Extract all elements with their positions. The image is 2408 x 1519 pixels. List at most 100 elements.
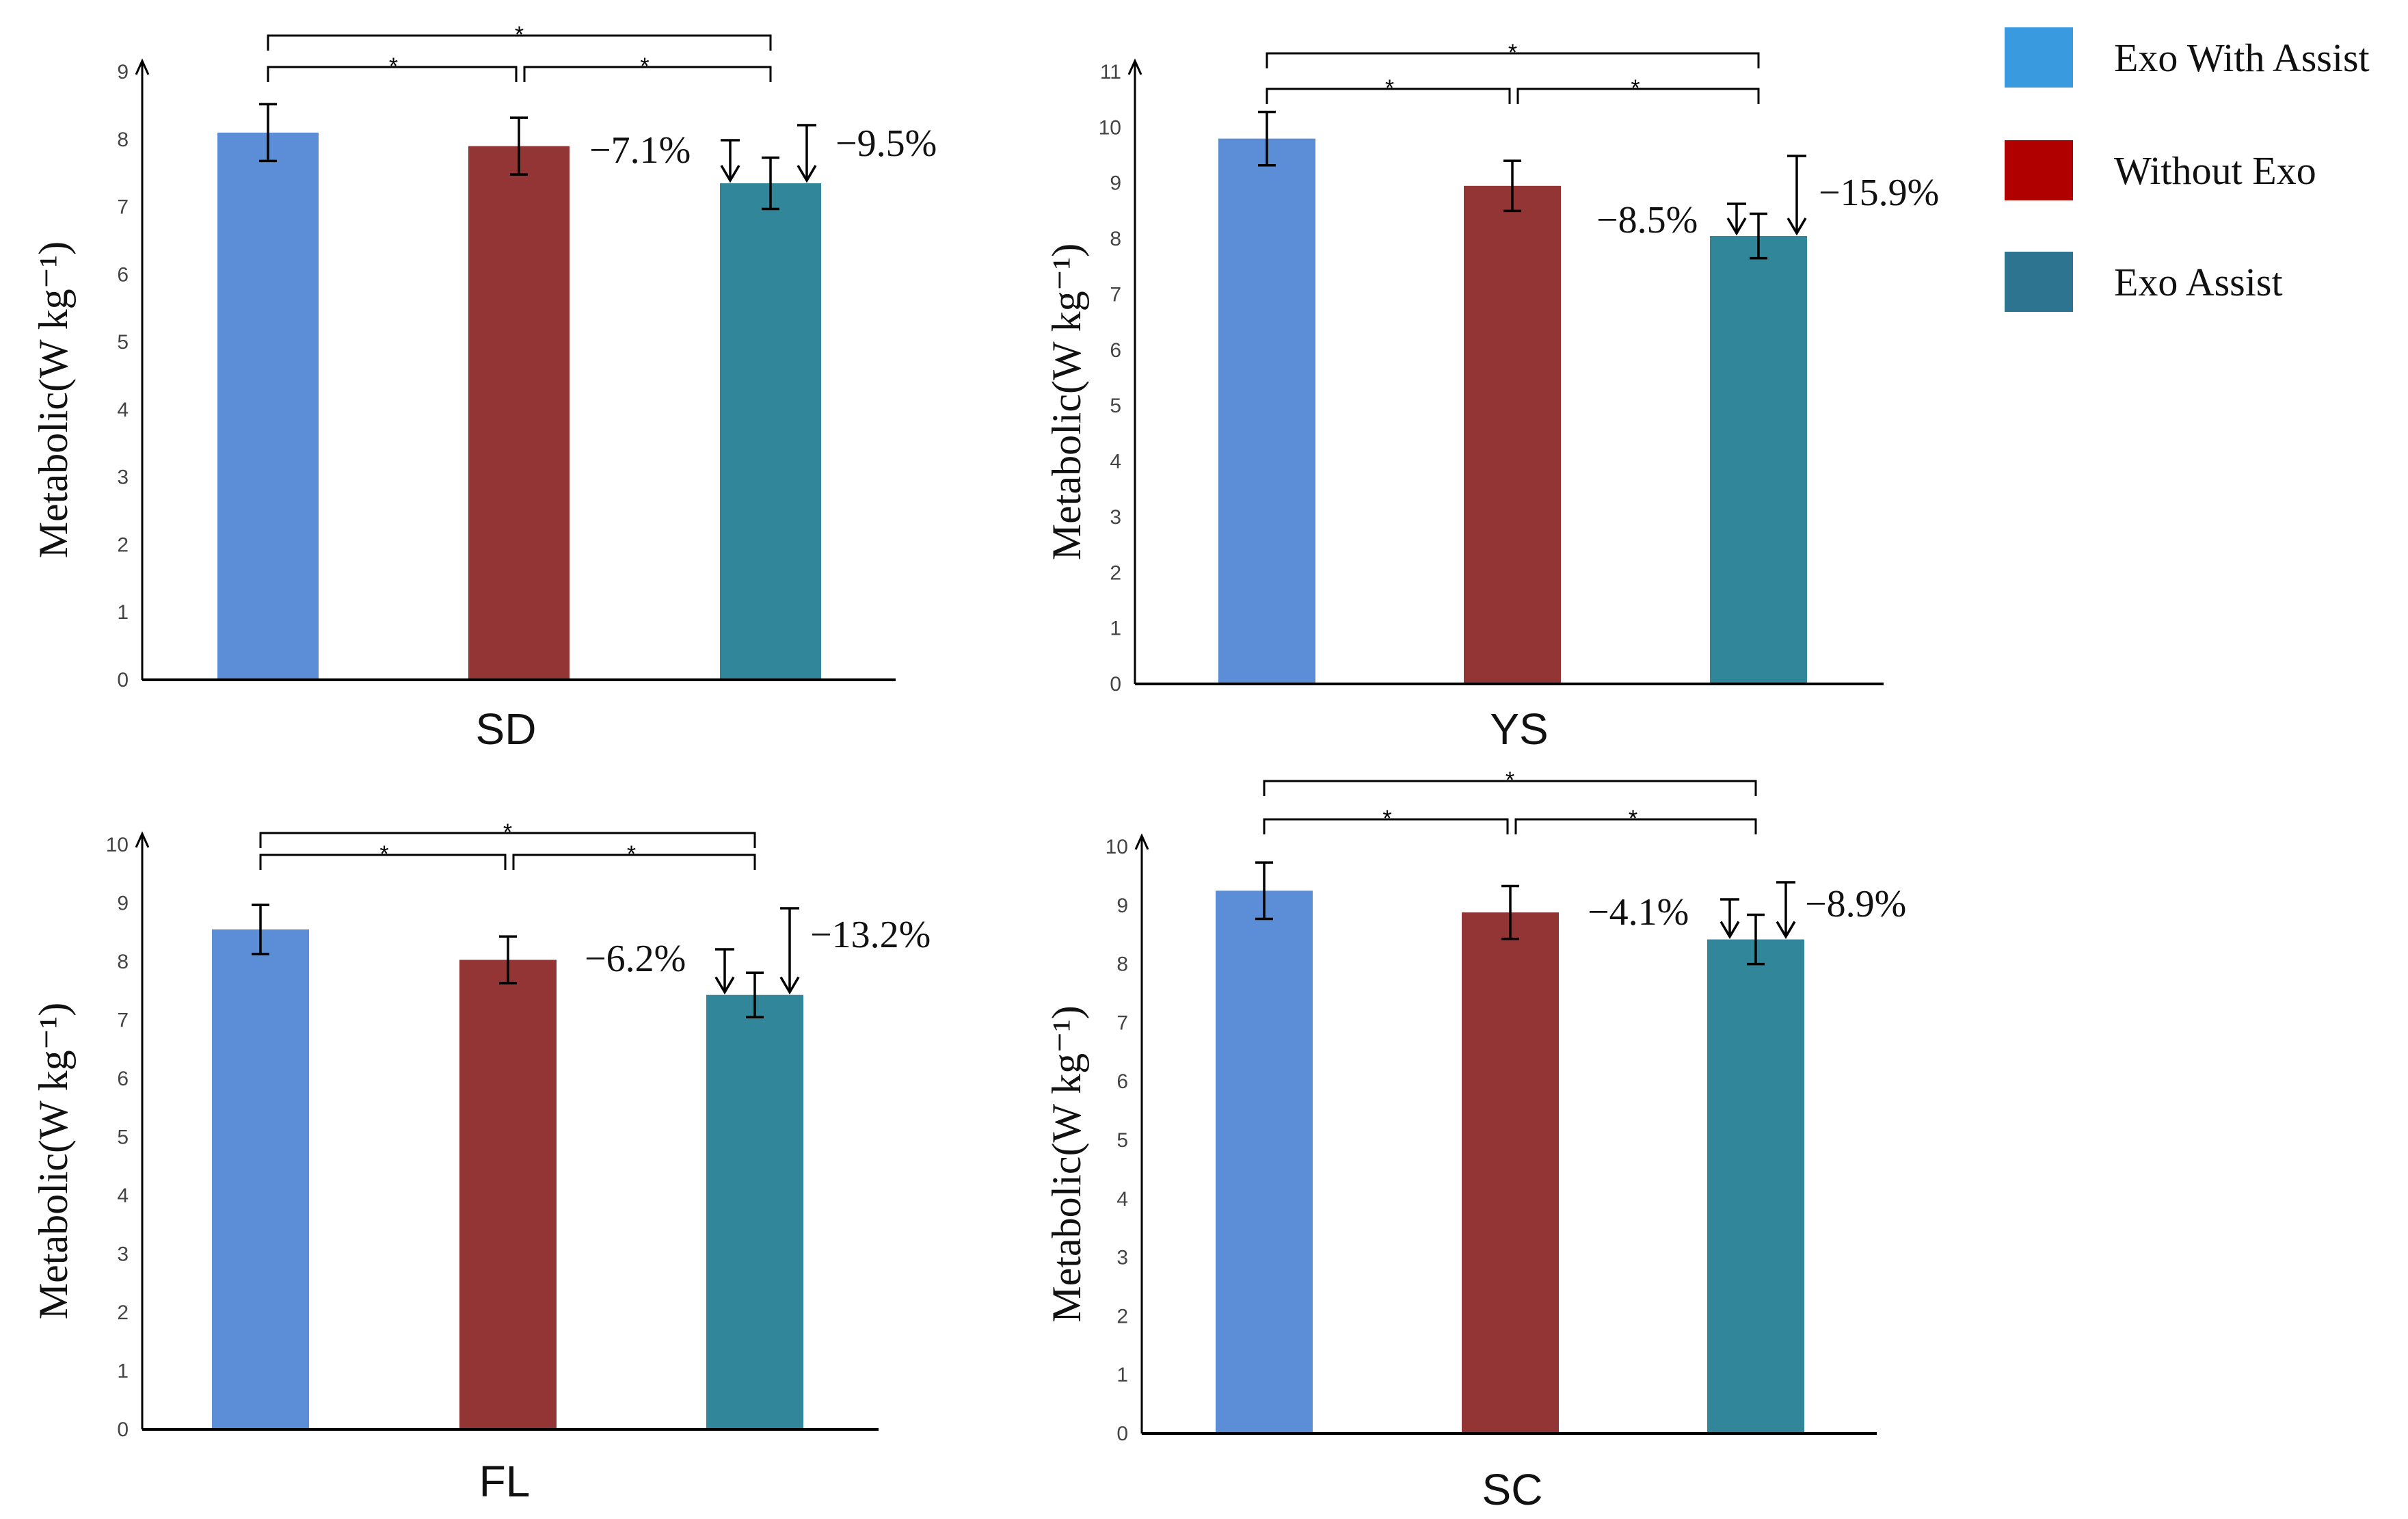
significance-star: * <box>640 53 649 79</box>
significance-star: * <box>1385 75 1394 101</box>
reduction-arrow <box>797 124 817 183</box>
reduction-arrow <box>779 907 800 995</box>
legend: Exo With Assist Without Exo Exo Assist <box>2005 27 2370 312</box>
y-tick-label: 1 <box>117 601 129 624</box>
y-tick-label: 5 <box>1116 1129 1128 1152</box>
y-tick-label: 9 <box>117 893 129 915</box>
y-tick-label: 10 <box>1099 116 1121 139</box>
legend-label: Exo Assist <box>2114 260 2283 304</box>
legend-swatch <box>2005 252 2073 312</box>
y-tick-label: 3 <box>117 466 129 489</box>
reduction-label: −15.9% <box>1819 172 1939 214</box>
y-tick-label: 7 <box>117 1009 129 1032</box>
y-tick-label: 7 <box>1116 1012 1128 1034</box>
reduction-arrow <box>1776 881 1796 939</box>
bar-exo-assist <box>706 994 803 1429</box>
bar-exo-assist <box>720 183 821 680</box>
bar-without-exo <box>459 960 557 1429</box>
y-tick-label: 9 <box>117 61 129 83</box>
reduction-label: −4.1% <box>1588 891 1689 934</box>
error-bar-exo-assist <box>762 156 779 211</box>
significance-star: * <box>1631 75 1640 101</box>
reduction-arrow <box>1726 202 1747 236</box>
y-tick-label: 6 <box>1116 1070 1128 1093</box>
y-tick-label: 6 <box>1110 339 1121 362</box>
y-tick-label: 8 <box>1110 228 1121 250</box>
y-tick-label: 3 <box>1110 506 1121 529</box>
bar-exo-assist <box>1710 236 1807 685</box>
y-tick-label: 8 <box>117 129 129 151</box>
y-tick-label: 4 <box>117 1185 129 1207</box>
y-axis-arrow <box>1127 58 1142 75</box>
significance-brackets <box>259 832 756 870</box>
y-tick-label: 1 <box>117 1360 129 1383</box>
reduction-label: −8.5% <box>1596 199 1698 241</box>
y-axis-label: Metabolic(W kg⁻¹) <box>31 241 76 558</box>
y-axis-arrow <box>135 58 150 75</box>
y-tick-label: 2 <box>1110 562 1121 584</box>
panel-label: SC <box>1482 1465 1543 1514</box>
y-tick-label: 6 <box>117 263 129 286</box>
y-tick-label: 6 <box>117 1068 129 1090</box>
reduction-label: −13.2% <box>810 914 931 956</box>
significance-star: * <box>1506 767 1514 793</box>
reduction-arrow <box>1787 155 1807 236</box>
panel-label: SD <box>476 704 537 754</box>
y-tick-label: 0 <box>117 1418 129 1441</box>
y-tick-label: 5 <box>117 1126 129 1149</box>
y-axis-arrow <box>1134 833 1149 850</box>
panel-label: YS <box>1490 704 1548 754</box>
y-tick-label: 8 <box>117 951 129 973</box>
y-tick-label: 5 <box>1110 395 1121 417</box>
significance-star: * <box>515 22 524 48</box>
y-tick-label: 7 <box>1110 283 1121 306</box>
significance-brackets <box>267 34 772 82</box>
y-tick-label: 9 <box>1110 172 1121 195</box>
panel-sc: 0 1 2 3 4 5 6 7 8 9 10 Metabolic(W kg⁻¹) SC * * * −4.1% −… <box>1044 767 1906 1514</box>
error-bar-exo-assist <box>1750 212 1767 260</box>
error-bar-without-exo <box>1503 159 1521 213</box>
error-bar-exo-with-assist <box>1258 110 1276 167</box>
legend-label: Exo With Assist <box>2114 36 2370 80</box>
y-tick-label: 0 <box>117 669 129 691</box>
y-tick-label: 1 <box>1116 1364 1128 1386</box>
reduction-label: −6.2% <box>585 938 686 980</box>
y-tick-label: 3 <box>117 1243 129 1266</box>
y-tick-label: 4 <box>1116 1188 1128 1211</box>
significance-star: * <box>1508 40 1517 66</box>
y-axis-label: Metabolic(W kg⁻¹) <box>1044 1005 1089 1322</box>
reduction-arrow <box>714 948 735 995</box>
reduction-label: −8.9% <box>1805 883 1906 925</box>
error-bar-exo-with-assist <box>259 103 277 163</box>
y-tick-label: 4 <box>117 399 129 421</box>
bar-exo-with-assist <box>212 929 309 1429</box>
reduction-arrow <box>1720 898 1740 939</box>
significance-star: * <box>389 53 398 79</box>
error-bar-exo-with-assist <box>1255 861 1273 921</box>
reduction-label: −7.1% <box>589 129 691 172</box>
significance-star: * <box>379 841 388 867</box>
y-tick-label: 2 <box>117 533 129 556</box>
y-axis-label: Metabolic(W kg⁻¹) <box>1044 243 1089 560</box>
legend-label: Without Exo <box>2114 148 2316 193</box>
significance-star: * <box>627 841 636 867</box>
significance-star: * <box>1382 806 1391 832</box>
y-tick-label: 4 <box>1110 451 1121 473</box>
y-tick-label: 0 <box>1116 1423 1128 1445</box>
bar-exo-with-assist <box>217 132 319 680</box>
y-tick-label: 11 <box>1100 61 1121 83</box>
bar-without-exo <box>1462 912 1559 1434</box>
y-tick-label: 5 <box>117 331 129 354</box>
significance-star: * <box>503 819 512 845</box>
y-tick-label: 3 <box>1116 1247 1128 1269</box>
reduction-label: −9.5% <box>835 122 937 165</box>
y-tick-label: 10 <box>106 834 129 856</box>
bar-exo-with-assist <box>1218 138 1315 685</box>
y-tick-label: 9 <box>1116 895 1128 917</box>
y-axis-label: Metabolic(W kg⁻¹) <box>31 1003 76 1319</box>
panel-label: FL <box>479 1457 531 1506</box>
legend-swatch <box>2005 27 2073 88</box>
panel-ys: 0 1 2 3 4 5 6 7 8 9 10 11 Metabolic(W kg⁻¹) YS * * * −8.5… <box>1044 40 1939 754</box>
error-bar-without-exo <box>1501 884 1519 940</box>
